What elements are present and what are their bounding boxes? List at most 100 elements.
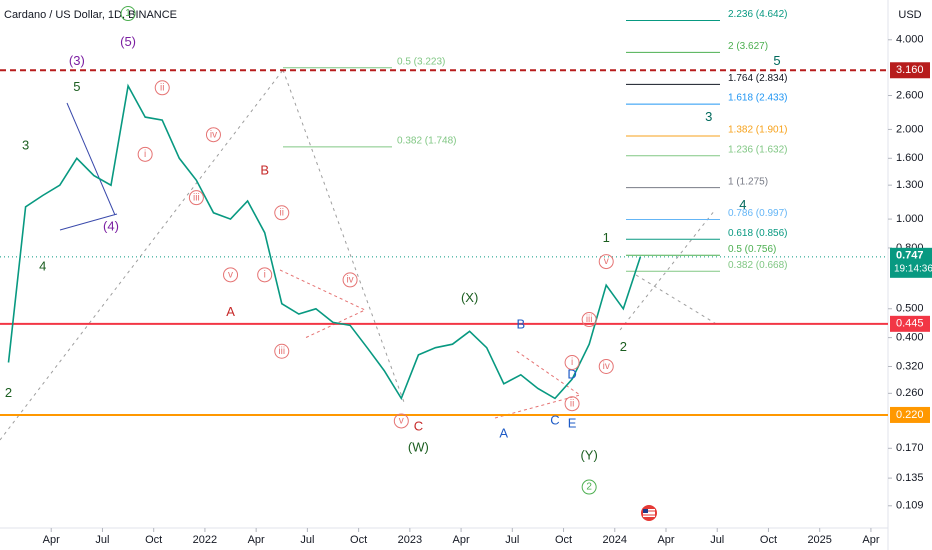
x-tick-label: Jul	[505, 534, 519, 546]
y-tick-label: 0.400	[896, 332, 924, 344]
wave-circle	[274, 205, 290, 221]
wave-label: 1	[125, 8, 131, 19]
wave-circle	[274, 343, 290, 359]
x-tick-label: Apr	[453, 534, 470, 546]
projection-line	[635, 274, 719, 326]
fib-label: 0.618 (0.856)	[728, 228, 788, 239]
wave-label: iv	[603, 361, 610, 372]
wave-circle	[581, 312, 597, 328]
y-tick-label: 1.300	[896, 179, 924, 191]
x-tick-label: Oct	[760, 534, 777, 546]
fib-label: 1.382 (1.901)	[728, 125, 788, 136]
fib-label: 0.5 (0.756)	[728, 244, 776, 255]
y-tick-label: 0.260	[896, 387, 924, 399]
x-tick-label: Jul	[300, 534, 314, 546]
chart-title: Cardano / US Dollar, 1D, BINANCE	[4, 9, 177, 21]
price-level-label: 0.445	[896, 318, 924, 330]
y-tick-label: 0.500	[896, 303, 924, 315]
fib-label: 1 (1.275)	[728, 176, 768, 187]
triangle-line	[66, 102, 116, 216]
fib-label: 1.236 (1.632)	[728, 144, 788, 155]
countdown: 19:14:36	[894, 263, 932, 274]
wave-label: D	[567, 366, 576, 381]
wave-circle	[223, 267, 239, 283]
wave-label: (5)	[120, 34, 136, 49]
y-tick-label: 2.000	[896, 123, 924, 135]
wave-label: i	[264, 269, 266, 280]
wave-circle	[581, 479, 597, 495]
x-tick-label: Apr	[248, 534, 265, 546]
wave-label: B	[517, 317, 526, 332]
wave-circle	[564, 396, 580, 412]
wave-label: iii	[193, 192, 200, 203]
wave-label: v	[604, 256, 609, 267]
fib-label: 0.5 (3.223)	[397, 56, 445, 67]
wave-circle	[205, 127, 221, 143]
fib-label: 1.618 (2.433)	[728, 93, 788, 104]
fib-label: 0.382 (1.748)	[397, 135, 457, 146]
price-line	[7, 83, 642, 401]
wave-circle	[564, 354, 580, 370]
wave-circle	[154, 80, 170, 96]
wave-label: 3	[705, 109, 712, 124]
x-tick-label: 2025	[807, 534, 831, 546]
wave-label: ii	[160, 82, 164, 93]
price-level-tag	[890, 406, 930, 423]
wave-label: i	[144, 149, 146, 160]
wave-label: iv	[210, 129, 217, 140]
flag-icon	[641, 505, 657, 521]
x-tick-label: Jul	[710, 534, 724, 546]
y-tick-label: 0.135	[896, 472, 924, 484]
y-tick-label: 0.170	[896, 442, 924, 454]
currency-label[interactable]: USD	[898, 9, 921, 21]
triangle	[494, 349, 582, 419]
wave-label: C	[414, 419, 423, 434]
wave-label: v	[399, 416, 404, 427]
wave-label: iv	[346, 275, 353, 286]
wave-circle	[257, 267, 273, 283]
wave-label: B	[260, 162, 269, 177]
x-tick-label: Jul	[95, 534, 109, 546]
y-tick-label: 4.000	[896, 34, 924, 46]
triangle	[279, 269, 367, 339]
x-tick-label: Oct	[555, 534, 572, 546]
wave-label: 5	[773, 53, 780, 68]
last-price-label: 0.747	[896, 250, 924, 262]
wave-label: E	[568, 416, 577, 431]
price-level-label: 3.160	[896, 64, 924, 76]
wave-triangles	[279, 269, 582, 419]
fib-label: 2.236 (4.642)	[728, 9, 788, 20]
wave-label: C	[550, 412, 559, 427]
wave-label: 3	[22, 137, 29, 152]
wave-label: 2	[5, 385, 12, 400]
wave-label: i	[571, 357, 573, 368]
wave-label: iii	[278, 346, 285, 357]
wave-circle	[120, 6, 136, 22]
x-tick-label: Apr	[657, 534, 674, 546]
x-tick-label: Apr	[862, 534, 879, 546]
wave-label: iii	[586, 314, 593, 325]
projection-line	[0, 69, 284, 441]
wave-circle	[342, 272, 358, 288]
wave-label: 4	[39, 259, 46, 274]
fib-label: 0.382 (0.668)	[728, 260, 788, 271]
y-tick-label: 0.109	[896, 500, 924, 512]
wave-circle	[393, 413, 409, 429]
y-tick-label: 1.000	[896, 213, 924, 225]
wave-label: A	[226, 304, 235, 319]
wave-label: ii	[570, 398, 574, 409]
wave-label: 5	[73, 79, 80, 94]
wave-triangle-blue	[59, 102, 118, 231]
wave-label: v	[228, 269, 233, 280]
x-tick-label: Oct	[350, 534, 367, 546]
x-tick-label: 2023	[398, 534, 422, 546]
wave-label: (W)	[408, 440, 429, 455]
y-tick-label: 1.600	[896, 152, 924, 164]
y-tick-label: 2.600	[896, 89, 924, 101]
wave-label: 1	[603, 230, 610, 245]
wave-label: (4)	[103, 219, 119, 234]
price-level-tag	[890, 315, 930, 332]
